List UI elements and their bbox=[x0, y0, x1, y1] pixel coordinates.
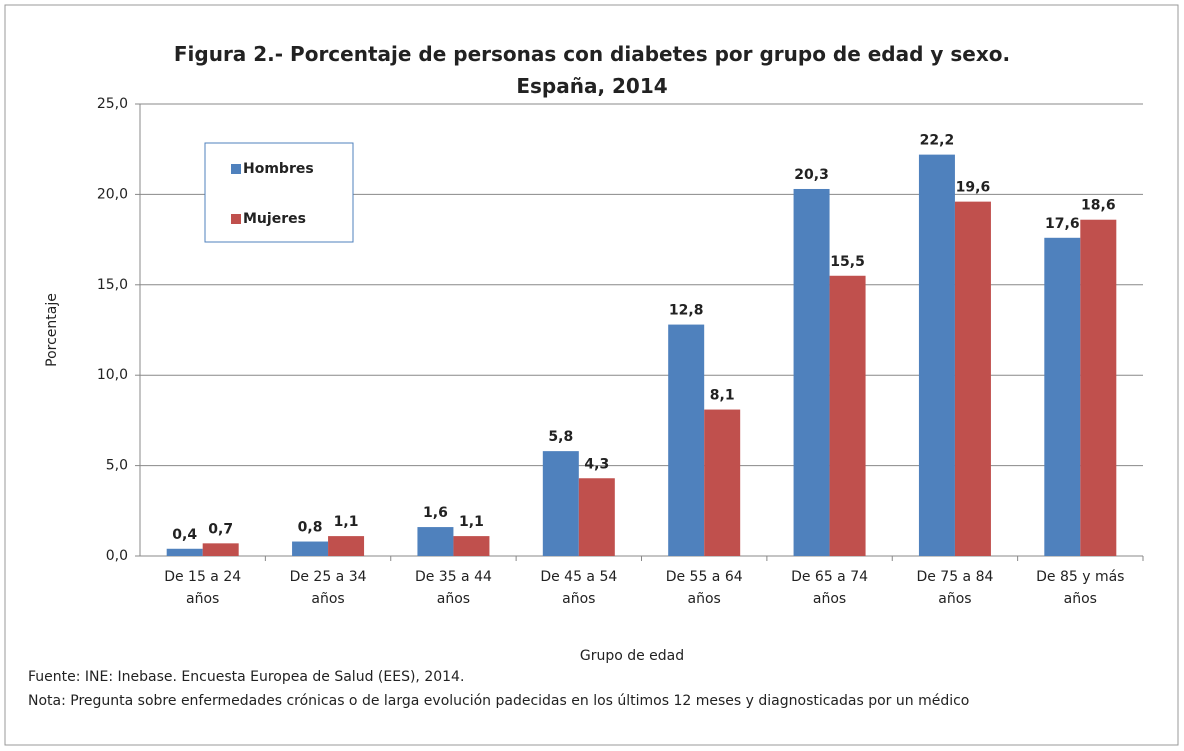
legend-swatch bbox=[231, 164, 241, 174]
legend-swatch bbox=[231, 214, 241, 224]
bar bbox=[918, 154, 955, 556]
bar bbox=[292, 541, 329, 556]
value-label: 8,1 bbox=[710, 388, 735, 404]
x-tick-label: De 65 a 74 años bbox=[791, 569, 869, 607]
bar bbox=[453, 536, 490, 556]
y-tick-label: 25,0 bbox=[97, 96, 128, 112]
x-tick-label: De 15 a 24 años bbox=[164, 569, 242, 607]
bar bbox=[1080, 219, 1117, 556]
note: Nota: Pregunta sobre enfermedades crónic… bbox=[28, 693, 969, 709]
bar bbox=[328, 536, 365, 556]
bar bbox=[1044, 237, 1081, 557]
bar bbox=[954, 201, 991, 556]
value-label: 22,2 bbox=[920, 133, 955, 149]
x-tick-label: De 25 a 34 años bbox=[289, 569, 367, 607]
value-label: 19,6 bbox=[956, 180, 991, 196]
chart-title: Figura 2.- Porcentaje de personas con di… bbox=[173, 42, 1011, 98]
value-label: 18,6 bbox=[1081, 198, 1116, 214]
legend-label: Hombres bbox=[243, 161, 314, 177]
x-tick-label: De 35 a 44 años bbox=[414, 569, 492, 607]
value-label: 0,4 bbox=[172, 527, 197, 543]
legend-box bbox=[204, 142, 354, 243]
bar bbox=[829, 275, 866, 556]
value-label: 5,8 bbox=[548, 429, 573, 445]
legend-label: Mujeres bbox=[243, 211, 306, 227]
x-tick-label: De 75 a 84 años bbox=[916, 569, 994, 607]
value-label: 17,6 bbox=[1045, 216, 1080, 232]
value-label: 0,7 bbox=[208, 521, 233, 537]
source: Fuente: INE: Inebase. Encuesta Europea d… bbox=[28, 669, 464, 685]
bar bbox=[668, 324, 705, 556]
x-tick-label: De 55 a 64 años bbox=[665, 569, 743, 607]
value-label: 12,8 bbox=[669, 303, 704, 319]
y-axis-label: Porcentaje bbox=[44, 293, 60, 367]
y-tick-label: 20,0 bbox=[97, 186, 128, 202]
bar bbox=[704, 409, 741, 556]
bar bbox=[166, 548, 203, 556]
value-label: 4,3 bbox=[584, 456, 609, 472]
value-label: 15,5 bbox=[830, 254, 865, 270]
y-tick-label: 0,0 bbox=[106, 548, 128, 564]
value-label: 20,3 bbox=[794, 167, 829, 183]
x-tick-label: De 45 a 54 años bbox=[540, 569, 618, 607]
bar bbox=[578, 478, 615, 556]
value-label: 1,1 bbox=[459, 514, 484, 530]
bar bbox=[793, 188, 830, 556]
x-tick-label: De 85 y más años bbox=[1036, 569, 1125, 607]
y-tick-label: 10,0 bbox=[97, 367, 128, 383]
y-tick-label: 5,0 bbox=[106, 458, 128, 474]
value-label: 1,1 bbox=[334, 514, 359, 530]
bar bbox=[417, 527, 454, 556]
bar bbox=[542, 451, 579, 556]
y-tick-label: 15,0 bbox=[97, 277, 128, 293]
x-axis-label: Grupo de edad bbox=[580, 648, 684, 664]
value-label: 0,8 bbox=[298, 520, 323, 536]
value-label: 1,6 bbox=[423, 505, 448, 521]
bar bbox=[202, 543, 239, 556]
